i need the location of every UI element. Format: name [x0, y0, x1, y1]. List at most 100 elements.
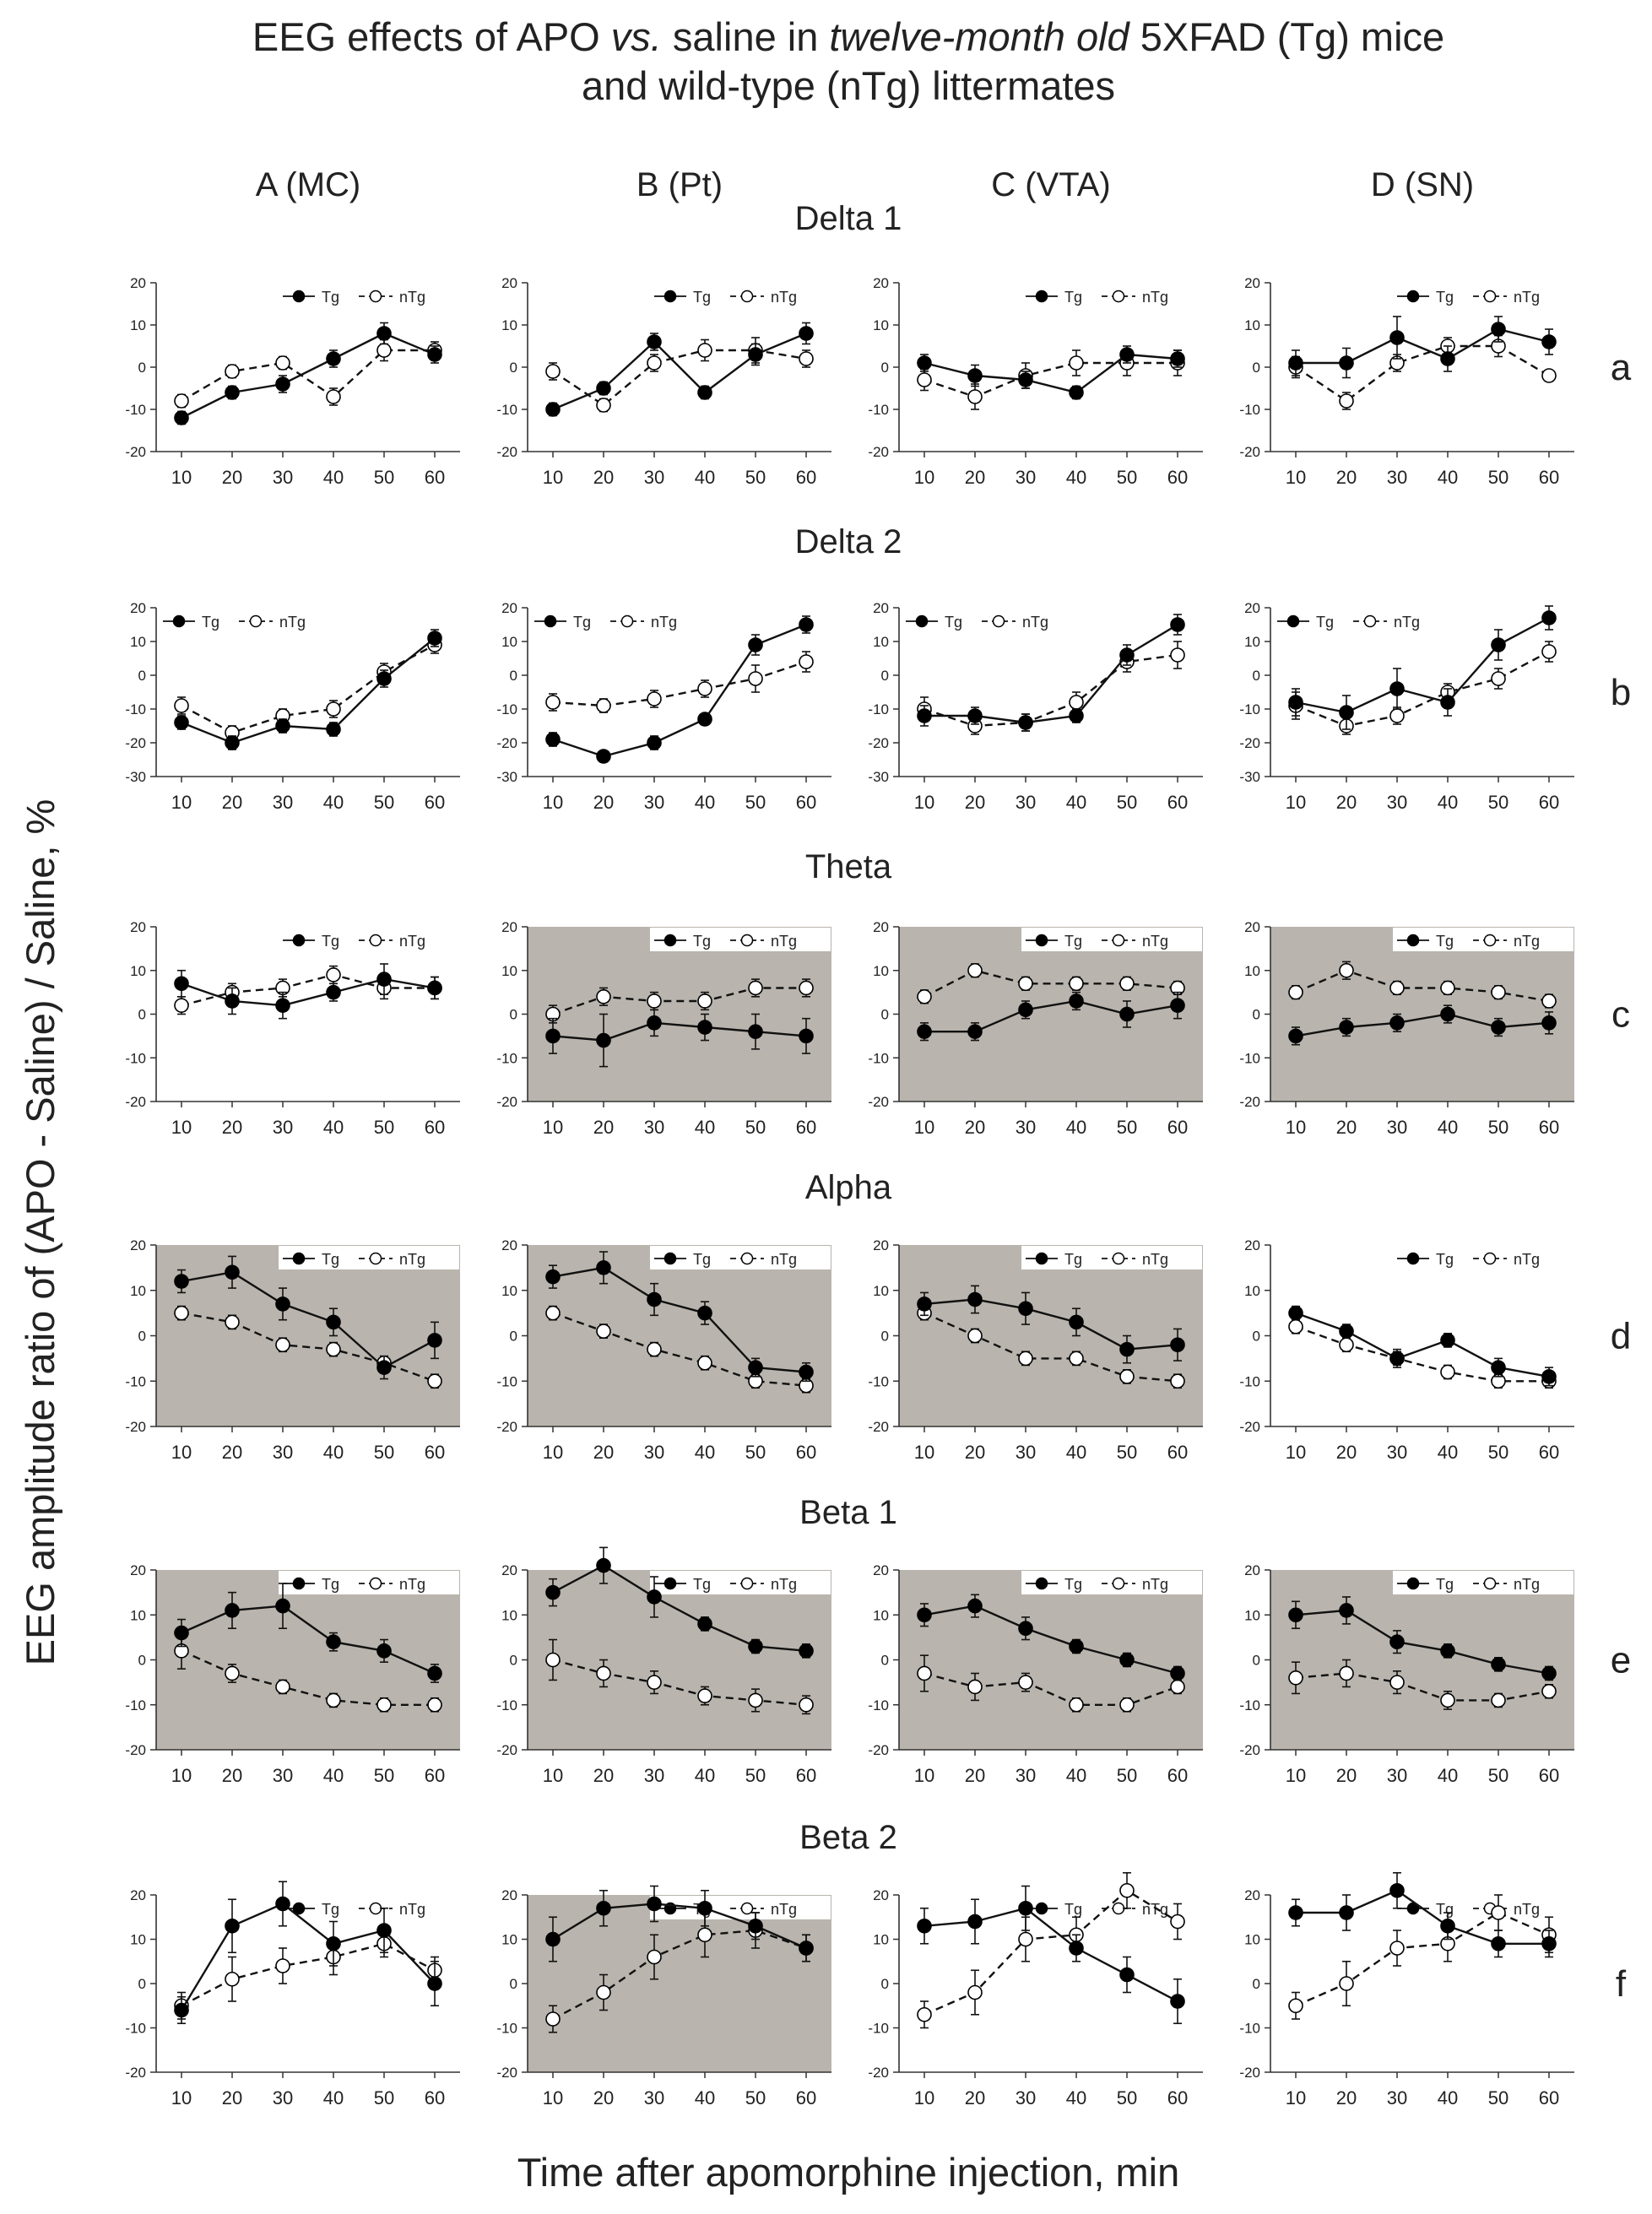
- y-tick-label: 20: [1244, 1562, 1260, 1578]
- x-tick-label: 30: [644, 1442, 664, 1463]
- ntg-point: [1389, 1941, 1405, 1956]
- x-tick-label: 30: [1387, 467, 1407, 488]
- legend-tg-marker: [915, 614, 929, 628]
- x-tick-label: 40: [695, 1765, 715, 1786]
- y-tick-label: 20: [873, 600, 889, 616]
- legend-ntg-label: nTg: [399, 933, 425, 950]
- series-tg: [545, 1009, 814, 1068]
- y-tick-label: 10: [130, 963, 146, 979]
- ntg-point: [917, 989, 932, 1004]
- legend-ntg-label: nTg: [399, 289, 425, 306]
- x-tick-label: 40: [323, 1117, 344, 1138]
- ntg-point: [1069, 976, 1084, 992]
- ntg-point: [1119, 1882, 1135, 1898]
- tg-line: [1296, 1889, 1549, 1946]
- ntg-point: [1018, 976, 1033, 992]
- x-tick-label: 50: [1488, 792, 1508, 813]
- x-tick-label: 20: [222, 792, 242, 813]
- x-tick-label: 50: [1117, 792, 1137, 813]
- tg-line: [180, 1903, 436, 2011]
- tg-point: [1119, 347, 1135, 362]
- tg-line: [552, 1564, 807, 1652]
- x-tick-label: 50: [1488, 2087, 1508, 2108]
- x-tick-label: 30: [273, 1117, 293, 1138]
- y-tick-label: 0: [1253, 668, 1260, 684]
- tg-line: [181, 1271, 436, 1369]
- legend-ntg-label: nTg: [771, 1576, 797, 1593]
- ntg-point: [225, 364, 240, 379]
- x-tick-label: 10: [171, 2087, 192, 2108]
- series-tg: [1288, 1004, 1557, 1046]
- tg-point: [1541, 1935, 1557, 1951]
- y-tick-label: -20: [868, 1094, 889, 1110]
- y-tick-label: 20: [873, 919, 889, 935]
- x-tick-label: 10: [914, 467, 934, 488]
- tg-point: [1119, 1341, 1135, 1357]
- y-tick-label: 0: [510, 668, 517, 684]
- tg-point: [1119, 1652, 1135, 1668]
- series-tg: [174, 963, 442, 1020]
- x-tick-label: 30: [1387, 1442, 1407, 1463]
- legend: Tg nTg: [906, 614, 1048, 631]
- tg-point: [1339, 1020, 1354, 1035]
- ntg-line: [1295, 344, 1550, 403]
- series-tg: [545, 1546, 814, 1659]
- ntg-point: [1541, 993, 1557, 1009]
- legend-tg-label: Tg: [202, 614, 219, 631]
- series-ntg: [917, 1871, 1185, 2029]
- y-tick-label: 10: [501, 634, 517, 650]
- x-tick-label: 40: [1438, 467, 1458, 488]
- tg-line: [552, 623, 807, 758]
- x-tick-label: 50: [1117, 467, 1137, 488]
- y-tick-label: 0: [1253, 1007, 1260, 1023]
- chart-panel: -20 -10 0 10 20 10 20 30 40 50 60 Tg nTg: [496, 275, 831, 488]
- legend-tg-marker: [664, 1252, 677, 1265]
- row-letter: f: [1616, 1963, 1627, 2005]
- series-tg: [917, 1285, 1185, 1364]
- x-tick-label: 10: [1286, 1765, 1306, 1786]
- series-ntg: [545, 337, 814, 413]
- tg-point: [1541, 1015, 1557, 1031]
- x-tick-label: 10: [1286, 2087, 1306, 2108]
- legend-tg-marker: [1406, 934, 1420, 947]
- series-tg: [1288, 316, 1557, 379]
- y-tick-label: 0: [510, 1007, 517, 1023]
- x-tick-label: 30: [1387, 1117, 1407, 1138]
- tg-line: [1296, 327, 1550, 365]
- chart-panel: -30 -20 -10 0 10 20 10 20 30 40 50 60 Tg nTg: [868, 600, 1203, 813]
- tg-point: [1389, 330, 1405, 345]
- x-tick-label: 40: [1066, 1765, 1086, 1786]
- figure-title-line-2: and wild-type (nTg) littermates: [582, 63, 1115, 108]
- x-tick-label: 40: [1438, 1117, 1458, 1138]
- ntg-point: [1389, 980, 1405, 996]
- y-tick-label: 0: [510, 1329, 517, 1345]
- axes: [1270, 1245, 1574, 1427]
- tg-point: [967, 708, 983, 723]
- x-tick-label: 40: [695, 1117, 715, 1138]
- x-tick-label: 60: [425, 467, 445, 488]
- legend-ntg-label: nTg: [399, 1576, 425, 1593]
- y-tick-label: 10: [130, 317, 146, 333]
- ntg-point: [1018, 1675, 1033, 1690]
- y-tick-label: -10: [868, 1050, 889, 1066]
- tg-point: [799, 1941, 814, 1956]
- legend-ntg-marker: [620, 614, 634, 628]
- legend-tg-label: Tg: [322, 289, 339, 306]
- ntg-point: [275, 1958, 290, 1973]
- tg-point: [1170, 998, 1185, 1013]
- chart-panel: -20 -10 0 10 20 10 20 30 40 50 60 Tg nTg: [125, 919, 460, 1138]
- y-tick-label: 10: [1244, 1932, 1260, 1948]
- shaded-background: [899, 927, 1203, 1102]
- tg-line: [1295, 1609, 1550, 1675]
- tg-point: [1069, 1941, 1084, 1956]
- tg-point: [917, 1024, 932, 1039]
- x-tick-label: 40: [695, 792, 715, 813]
- tg-line: [552, 332, 807, 411]
- ntg-point: [967, 962, 983, 978]
- chart-panel: -20 -10 0 10 20 10 20 30 40 50 60 Tg nTg: [496, 919, 831, 1138]
- tg-point: [275, 718, 290, 733]
- legend-ntg-label: nTg: [1514, 1901, 1540, 1918]
- tg-point: [799, 1028, 814, 1044]
- tg-line: [181, 637, 436, 744]
